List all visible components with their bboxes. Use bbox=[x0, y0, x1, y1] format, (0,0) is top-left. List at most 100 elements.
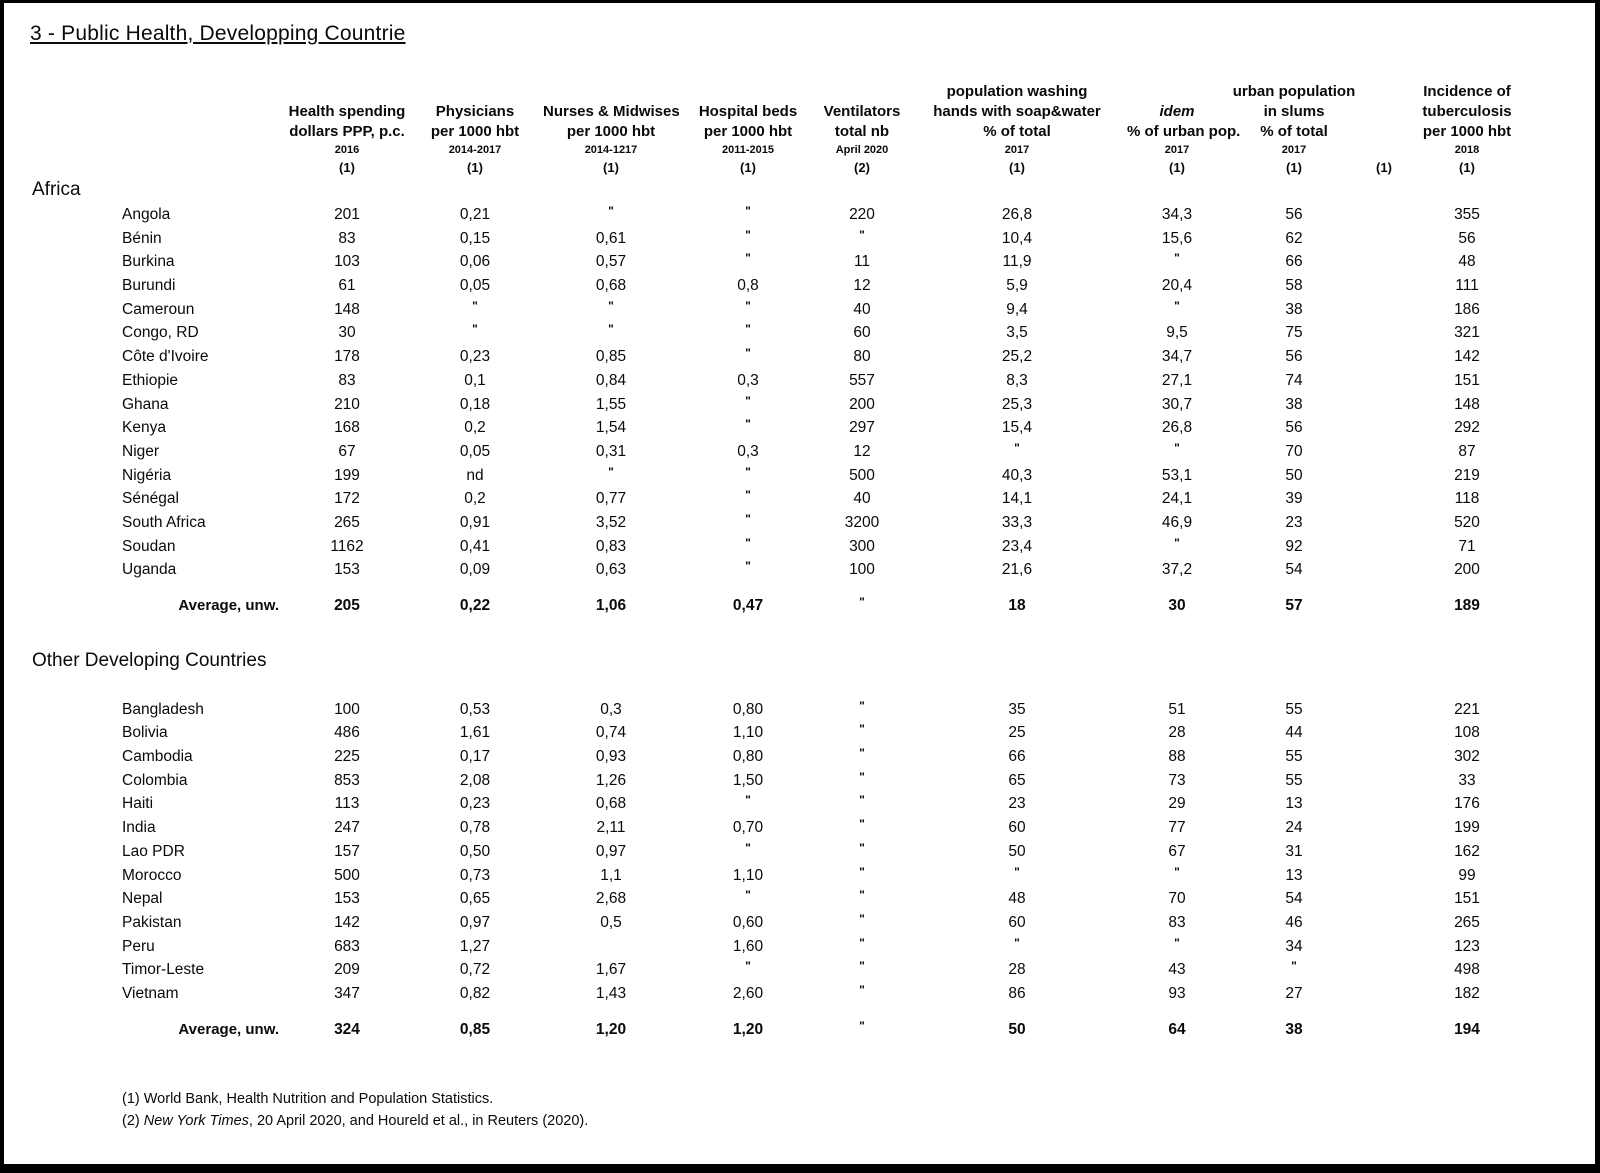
country-cell: Niger bbox=[122, 442, 160, 460]
value-cell: 1,54 bbox=[595, 419, 627, 437]
value-cell bbox=[1361, 345, 1407, 370]
value-cell: 1,26 bbox=[595, 771, 627, 789]
value-cell: 66 bbox=[1008, 748, 1026, 766]
value-cell: 35 bbox=[1008, 700, 1026, 718]
value-cell: " bbox=[817, 816, 907, 841]
country-cell: Côte d'Ivoire bbox=[122, 348, 209, 366]
country-cell: Congo, RD bbox=[122, 324, 199, 342]
value-cell: 27 bbox=[1285, 984, 1303, 1002]
column-period: 2017 bbox=[1004, 144, 1030, 156]
value-cell: 40 bbox=[853, 300, 871, 318]
value-cell: 13 bbox=[1285, 795, 1303, 813]
value-cell: 56 bbox=[1458, 229, 1476, 247]
value-cell: " bbox=[543, 203, 679, 228]
ditto-mark: " bbox=[859, 935, 865, 950]
value-cell: 0,83 bbox=[595, 537, 627, 555]
value-cell: 1,1 bbox=[600, 866, 622, 884]
value-cell: 1,06 bbox=[595, 597, 627, 614]
column-header-ventilators: Ventilators total nb April 2020 (2) bbox=[817, 102, 907, 177]
value-cell: 0,21 bbox=[459, 206, 491, 223]
column-source-ref: (1) bbox=[1376, 160, 1392, 175]
value-cell: 0,82 bbox=[459, 984, 491, 1002]
value-cell: 0,23 bbox=[459, 348, 491, 366]
value-cell: 111 bbox=[1455, 277, 1479, 295]
value-cell: 50 bbox=[1008, 1020, 1026, 1038]
value-cell: 11,9 bbox=[1002, 253, 1032, 271]
column-name-line: Nurses & Midwises bbox=[543, 103, 680, 120]
ditto-mark: " bbox=[745, 227, 751, 242]
country-cell: Nepal bbox=[122, 890, 163, 908]
value-cell: " bbox=[1127, 864, 1227, 889]
value-cell: 20,4 bbox=[1161, 277, 1193, 295]
value-cell: 25,2 bbox=[1001, 348, 1033, 366]
value-cell: " bbox=[679, 250, 817, 275]
value-cell: 3,52 bbox=[595, 513, 627, 531]
value-cell: 0,3 bbox=[600, 700, 622, 718]
value-cell: 56 bbox=[1285, 348, 1303, 366]
value-cell bbox=[1361, 369, 1407, 393]
value-cell: 265 bbox=[1454, 913, 1480, 931]
value-cell: " bbox=[1127, 250, 1227, 275]
country-cell: Kenya bbox=[122, 419, 166, 437]
table-row: Ethiopie 83 0,1 0,84 0,3 557 8,3 27,1 74 151 bbox=[32, 369, 1595, 393]
table-row: Lao PDR 157 0,50 0,97 " " 50 67 31 162 bbox=[32, 840, 1595, 864]
value-cell: 8,3 bbox=[1006, 371, 1028, 389]
value-cell: 2,60 bbox=[732, 984, 764, 1002]
value-cell: 67 bbox=[338, 442, 356, 460]
ditto-mark: " bbox=[859, 817, 865, 832]
value-cell: 153 bbox=[334, 890, 360, 908]
value-cell: 44 bbox=[1285, 724, 1303, 742]
ditto-mark: " bbox=[745, 535, 751, 550]
value-cell: 182 bbox=[1454, 984, 1480, 1002]
column-period: 2014-2017 bbox=[448, 144, 502, 156]
value-cell: " bbox=[679, 887, 817, 912]
column-name-line: dollars PPP, p.c. bbox=[289, 123, 405, 140]
table-row: Congo, RD 30 " " " 60 3,5 9,5 75 321 bbox=[32, 321, 1595, 345]
value-cell: 1,50 bbox=[732, 771, 764, 789]
value-cell: " bbox=[679, 535, 817, 560]
ditto-mark: " bbox=[745, 346, 751, 361]
value-cell bbox=[1361, 958, 1407, 983]
value-cell: " bbox=[679, 298, 817, 323]
table-row: Haiti 113 0,23 0,68 " " 23 29 13 176 bbox=[32, 792, 1595, 816]
value-cell: 34 bbox=[1285, 937, 1303, 955]
average-row: Average, unw. 205 0,22 1,06 0,47 " 18 30 57 189 bbox=[32, 594, 1595, 618]
value-cell: 33 bbox=[1458, 771, 1476, 789]
value-cell: 43 bbox=[1168, 961, 1186, 979]
column-name-line: urban population bbox=[1232, 83, 1356, 100]
value-cell bbox=[1361, 816, 1407, 841]
ditto-mark: " bbox=[745, 204, 751, 218]
value-cell: 0,74 bbox=[595, 724, 627, 742]
value-cell: 14,1 bbox=[1001, 490, 1033, 508]
value-cell: 0,22 bbox=[459, 597, 491, 614]
column-source-ref: (1) bbox=[1459, 160, 1475, 175]
average-label: Average, unw. bbox=[178, 1020, 279, 1038]
value-cell bbox=[1361, 440, 1407, 465]
column-source-ref: (1) bbox=[1286, 160, 1302, 175]
value-cell: 557 bbox=[849, 371, 875, 389]
value-cell: 0,97 bbox=[459, 913, 491, 931]
value-cell: 172 bbox=[334, 490, 360, 508]
value-cell: 162 bbox=[1454, 842, 1480, 860]
value-cell: " bbox=[407, 298, 543, 323]
value-cell: 53,1 bbox=[1161, 466, 1193, 484]
table-row: Cambodia 225 0,17 0,93 0,80 " 66 88 55 302 bbox=[32, 745, 1595, 769]
value-cell: 0,78 bbox=[459, 819, 491, 837]
value-cell: 55 bbox=[1285, 700, 1303, 718]
country-cell: India bbox=[122, 819, 156, 837]
value-cell bbox=[1361, 393, 1407, 418]
value-cell: " bbox=[679, 958, 817, 983]
value-cell: 151 bbox=[1454, 890, 1480, 908]
ditto-mark: " bbox=[859, 888, 865, 903]
value-cell: 209 bbox=[334, 961, 360, 979]
value-cell: " bbox=[817, 594, 907, 619]
column-header-tuberculosis: Incidence of tuberculosis per 1000 hbt 2018… bbox=[1407, 82, 1527, 177]
table-row: Burundi 61 0,05 0,68 0,8 12 5,9 20,4 58 111 bbox=[32, 274, 1595, 298]
value-cell bbox=[1361, 274, 1407, 298]
value-cell: 54 bbox=[1285, 890, 1303, 908]
table-row: Soudan 1162 0,41 0,83 " 300 23,4 " 92 71 bbox=[32, 535, 1595, 559]
value-cell: nd bbox=[466, 466, 484, 484]
value-cell: 0,97 bbox=[595, 842, 627, 860]
value-cell: 0,1 bbox=[464, 371, 486, 389]
column-header-handwashing: population washing hands with soap&water%… bbox=[907, 82, 1127, 177]
